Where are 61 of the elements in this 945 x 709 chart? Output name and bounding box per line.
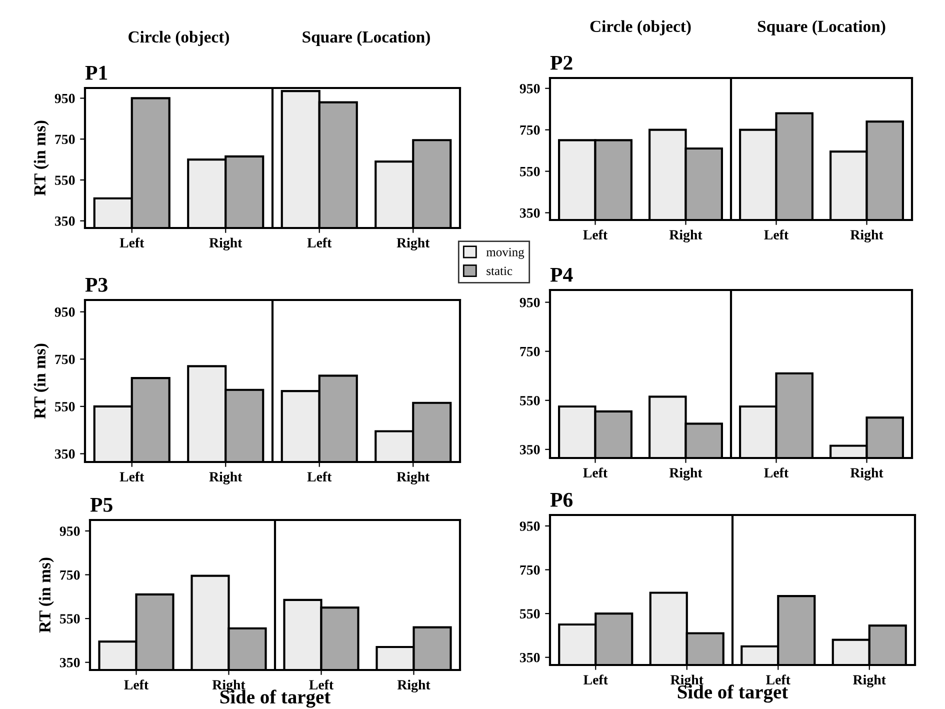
x-tick-label: Right [209,472,242,484]
x-tick-label: Left [124,680,149,690]
chart-title: P2 [550,56,572,70]
chart-title: P5 [90,498,112,512]
y-tick-label: 750 [520,346,540,356]
text: Circle (object) [128,30,229,46]
x-tick-label: Right [850,468,884,480]
x-tick-label: Left [309,680,334,690]
x-tick-label: Left [584,674,608,684]
x-tick-label: Left [120,472,144,482]
y-tick-label: 750 [55,354,75,364]
y-tick-label: 550 [55,176,75,185]
y-tick-label: 350 [54,216,75,226]
x-tick-label: Left [764,230,789,240]
legend-label: moving [486,248,524,259]
y-tick-label: 350 [54,449,75,459]
y-tick-label: 350 [520,208,540,218]
y-tick-label: 350 [60,658,80,668]
x-tick-label: Left [764,468,789,478]
y-tick-label: 950 [54,307,75,317]
text: Square (Location) [302,30,430,46]
x-tick-label: Left [583,230,608,240]
legend-label: static [486,266,512,276]
y-axis-title: RT (in ms) [38,558,54,633]
x-tick-label: Left [307,238,332,248]
y-tick-label: 950 [520,522,540,531]
chart-title: P6 [550,492,573,507]
chart-title: P1 [85,66,108,80]
text: Square (Location) [758,20,886,36]
chart-title: P3 [85,278,108,292]
x-tick-label: Right [397,680,430,692]
x-tick-label: Right [209,238,242,250]
y-tick-label: 550 [60,614,80,624]
y-tick-label: 750 [60,570,80,580]
x-tick-label: Right [396,472,430,484]
x-tick-label: Right [669,230,702,242]
y-axis-title: RT (in ms) [34,120,49,196]
chart-title: P4 [550,268,573,282]
x-tick-label: Left [120,238,144,248]
y-tick-label: 350 [520,445,540,454]
y-tick-label: 750 [520,565,540,575]
y-tick-label: 550 [520,609,540,618]
y-tick-label: 950 [60,526,80,536]
x-tick-label: Left [583,468,608,478]
y-axis-title: RT (in ms) [34,344,49,419]
y-tick-label: 750 [55,134,75,144]
y-tick-label: 750 [520,125,540,135]
x-tick-label: Left [307,472,332,482]
y-tick-label: 950 [54,94,75,104]
x-tick-label: Right [850,230,884,242]
y-tick-label: 950 [520,84,540,94]
y-tick-label: 550 [55,402,75,412]
x-tick-label: Right [396,238,430,250]
x-tick-label: Right [669,468,702,480]
y-tick-label: 550 [520,166,540,176]
y-tick-label: 550 [520,396,540,406]
x-tick-label: Right [853,674,886,688]
text: Circle (object) [590,20,691,36]
y-tick-label: 350 [520,652,540,662]
y-tick-label: 950 [520,298,540,308]
x-tick-label: Left [766,674,790,684]
